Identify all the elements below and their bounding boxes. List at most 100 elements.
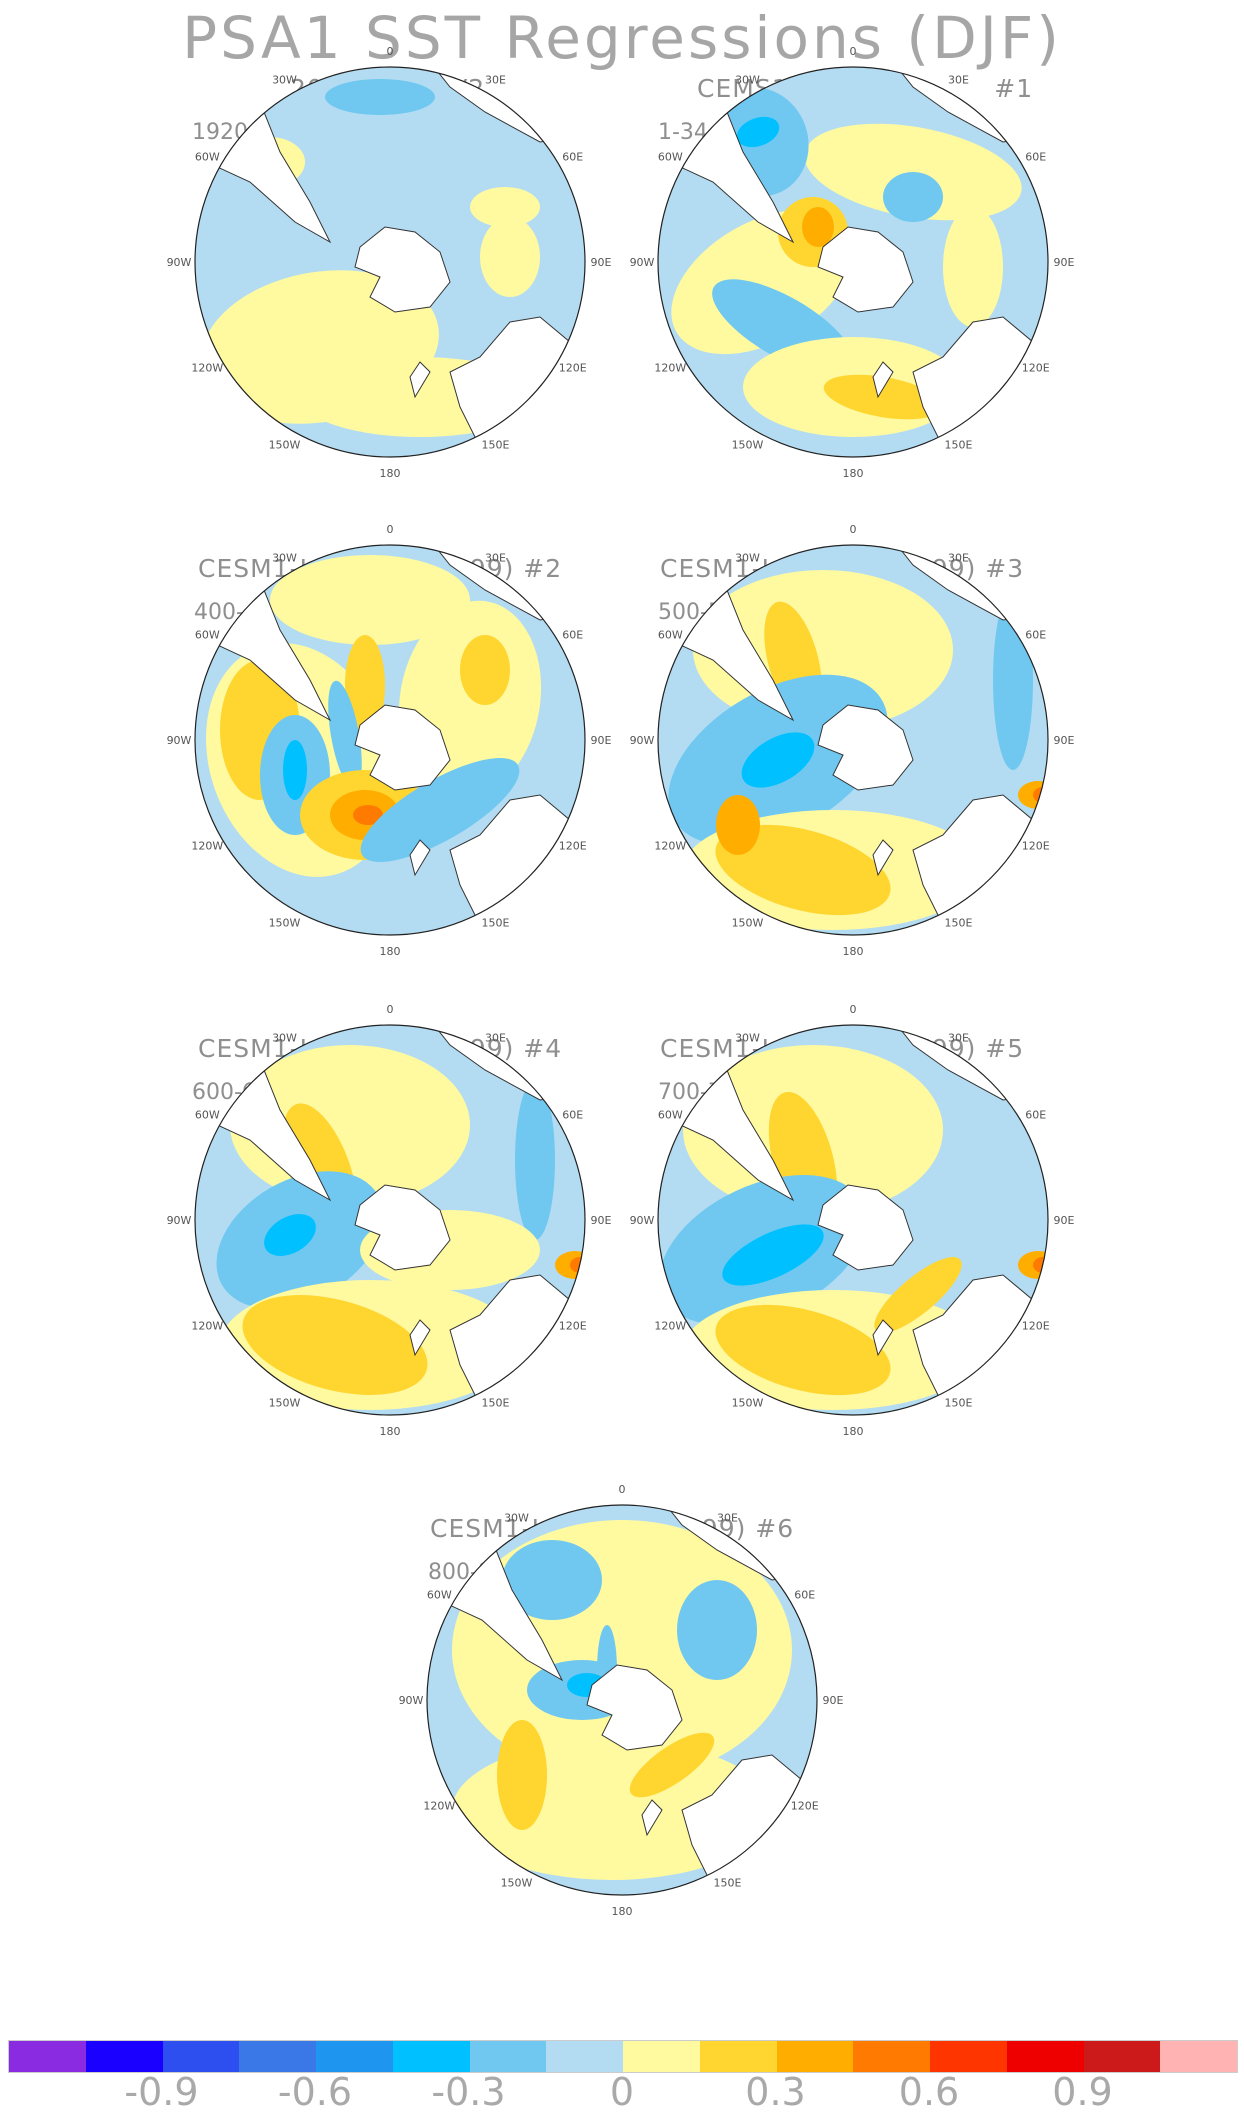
sst-anomaly-contour <box>693 570 953 730</box>
longitude-label: 90W <box>167 256 192 269</box>
sst-anomaly-contour <box>398 600 542 800</box>
figure-title: PSA1 SST Regressions (DJF) <box>182 4 1062 72</box>
longitude-label: 120E <box>559 362 587 375</box>
sst-anomaly-contour <box>1018 781 1048 809</box>
longitude-label: 90W <box>167 1214 192 1227</box>
colorbar-labels: -0.9 -0.6 -0.3 0 0.3 0.6 0.9 <box>0 2070 1244 2114</box>
longitude-label: 120W <box>191 362 223 375</box>
longitude-label: 120E <box>1022 840 1050 853</box>
colorbar-tick-label: 0.6 <box>898 2070 960 2114</box>
longitude-label: 60W <box>658 629 683 642</box>
sst-anomaly-contour <box>497 1720 547 1830</box>
colorbar <box>8 2040 1238 2073</box>
sst-anomaly-contour <box>741 732 815 788</box>
longitude-label: 150E <box>945 439 973 452</box>
longitude-label: 0 <box>387 1003 394 1016</box>
longitude-label: 90E <box>823 1694 844 1707</box>
sst-anomaly-contour <box>677 1580 757 1680</box>
sst-anomaly-contour <box>242 1295 428 1395</box>
longitude-label: 90W <box>630 256 655 269</box>
longitude-label: 30E <box>485 73 506 86</box>
sst-anomaly-contour <box>220 660 300 800</box>
longitude-label: 90E <box>1054 734 1075 747</box>
colorbar-swatch <box>546 2041 623 2072</box>
longitude-label: 60W <box>195 151 220 164</box>
longitude-label: 150E <box>482 1397 510 1410</box>
antarctica-landmass <box>817 226 914 313</box>
new-zealand-landmass <box>409 1319 431 1357</box>
antarctica-landmass <box>817 1184 914 1271</box>
sst-anomaly-contour <box>283 1103 357 1237</box>
sst-anomaly-contour <box>1018 1251 1048 1279</box>
sst-anomaly-contour <box>345 635 385 735</box>
longitude-label: 60E <box>562 1109 583 1122</box>
map-boundary <box>657 66 1049 458</box>
colorbar-tick-label: -0.3 <box>431 2070 506 2114</box>
longitude-label: 90W <box>167 734 192 747</box>
panel-years-label: 1-34 <box>658 120 708 145</box>
sst-anomaly-contour <box>715 824 891 916</box>
sst-anomaly-contour <box>230 1045 470 1205</box>
ocean-background <box>658 67 1048 457</box>
colorbar-swatch <box>392 2041 470 2072</box>
sst-anomaly-contour <box>764 601 822 719</box>
sst-anomaly-contour <box>300 357 540 437</box>
longitude-label: 90E <box>591 256 612 269</box>
new-zealand-landmass <box>872 839 894 877</box>
longitude-label: 150W <box>732 917 764 930</box>
longitude-label: 0 <box>387 523 394 536</box>
colorbar-swatch <box>1160 2041 1237 2072</box>
sst-anomaly-contour <box>629 1732 715 1798</box>
sst-anomaly-contour <box>743 337 963 437</box>
sst-anomaly-contour <box>883 172 943 222</box>
longitude-label: 150W <box>501 1877 533 1890</box>
longitude-label: 60E <box>1025 151 1046 164</box>
sst-anomaly-contour <box>716 795 760 855</box>
sst-anomaly-contour <box>802 207 834 247</box>
sst-anomaly-contour <box>570 1257 585 1273</box>
australia-landmass <box>449 1274 585 1415</box>
longitude-label: 150W <box>269 1397 301 1410</box>
longitude-label: 60W <box>427 1589 452 1602</box>
sst-anomaly-contour <box>555 1251 585 1279</box>
longitude-label: 60E <box>794 1589 815 1602</box>
longitude-label: 60E <box>1025 629 1046 642</box>
australia-landmass <box>449 316 585 457</box>
sst-anomaly-contour <box>659 1174 867 1326</box>
longitude-label: 60E <box>562 629 583 642</box>
longitude-label: 180 <box>380 467 401 480</box>
colorbar-swatch <box>853 2041 930 2072</box>
longitude-label: 60W <box>195 629 220 642</box>
sst-anomaly-contour <box>515 1080 555 1240</box>
colorbar-swatch <box>1083 2041 1161 2072</box>
sst-anomaly-contour <box>683 1045 943 1215</box>
panel-years-label: 500-599 <box>658 600 750 625</box>
sst-anomaly-contour <box>778 197 848 267</box>
longitude-label: 150W <box>269 439 301 452</box>
antarctica-landmass <box>354 1184 451 1271</box>
sst-anomaly-contour <box>943 207 1003 327</box>
sst-anomaly-contour <box>671 209 855 355</box>
colorbar-swatch <box>930 2041 1007 2072</box>
panel-years-label: 400-499 <box>194 600 286 625</box>
colorbar-swatch <box>239 2041 316 2072</box>
colorbar-swatch <box>623 2041 700 2072</box>
sst-anomaly-contour <box>220 1280 520 1410</box>
sst-anomaly-contour <box>804 123 1022 221</box>
longitude-label: 180 <box>612 1905 633 1918</box>
longitude-label: 120E <box>559 1320 587 1333</box>
panel-title: CESM1-LE (yrs600-699) #4 <box>198 1034 563 1063</box>
colorbar-tick-label: -0.6 <box>277 2070 353 2114</box>
sst-anomaly-contour <box>712 279 854 375</box>
longitude-label: 60W <box>658 151 683 164</box>
sst-anomaly-contour <box>353 805 383 825</box>
colorbar-swatch <box>469 2041 547 2072</box>
longitude-label: 150W <box>732 439 764 452</box>
colorbar-swatch <box>9 2041 86 2072</box>
new-zealand-landmass <box>641 1799 663 1837</box>
longitude-label: 60E <box>562 151 583 164</box>
